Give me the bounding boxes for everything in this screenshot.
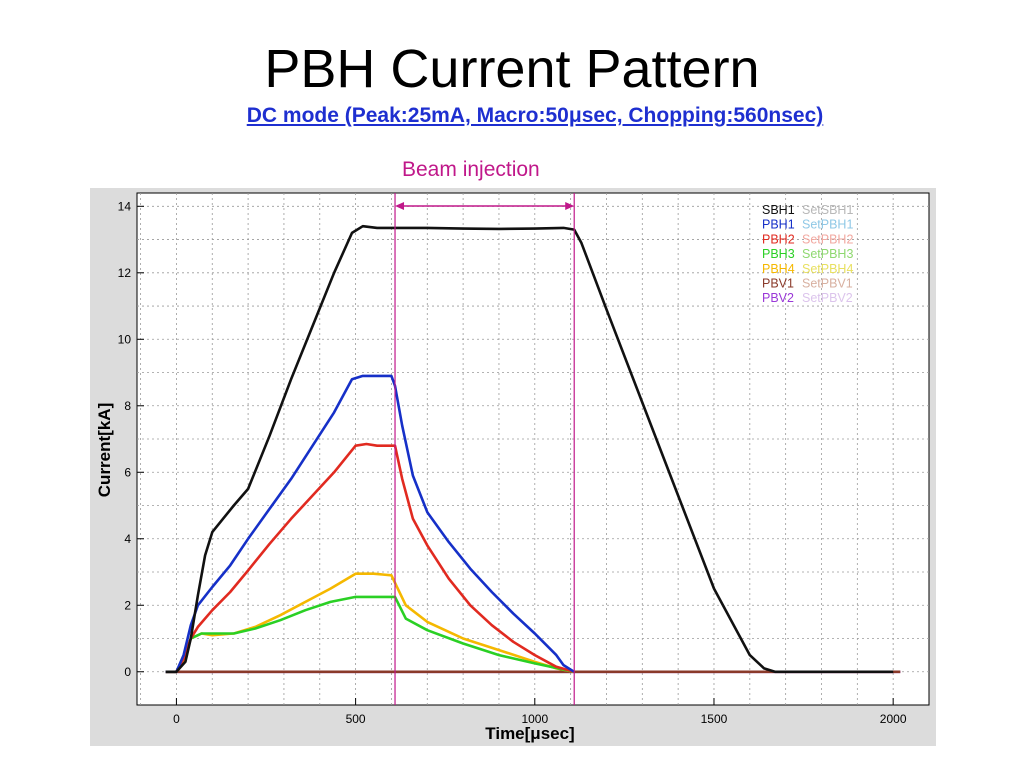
x-tick-label: 1000 [521, 712, 548, 726]
y-tick-label: 10 [118, 332, 132, 346]
page-subtitle[interactable]: DC mode (Peak:25mA, Macro:50μsec, Choppi… [246, 104, 824, 127]
y-axis-label: Current[kA] [95, 403, 114, 497]
legend-entry-set-pbh1: SetPBH1 [802, 218, 853, 232]
legend-entry-set-pbh2: SetPBH2 [802, 232, 853, 246]
beam-injection-markers [394, 193, 575, 705]
legend-entry-set-pbh3: SetPBH3 [802, 247, 853, 261]
y-tick-label: 2 [124, 598, 131, 612]
legend-entry-pbh3: PBH3 [762, 247, 795, 261]
series-line-pbh1 [165, 374, 575, 674]
y-tick-label: 4 [124, 532, 131, 546]
series-line-pbh2 [165, 442, 575, 674]
y-tick-label: 12 [118, 266, 132, 280]
page-title: PBH Current Pattern [264, 39, 760, 99]
legend-entry-pbh1: PBH1 [762, 218, 795, 232]
legend-entry-sbh1: SBH1 [762, 203, 795, 217]
y-tick-label: 0 [124, 665, 131, 679]
y-tick-label: 6 [124, 465, 131, 479]
grid-lines [137, 193, 929, 705]
x-tick-label: 2000 [880, 712, 907, 726]
legend-entry-pbv2: PBV2 [762, 291, 794, 305]
y-tick-label: 14 [118, 199, 132, 213]
beam-injection-arrowhead-right [565, 202, 575, 210]
x-tick-label: 1500 [701, 712, 728, 726]
legend-entry-set-pbh4: SetPBH4 [802, 262, 853, 276]
beam-injection-label: Beam injection [402, 158, 540, 181]
x-axis-label: Time[μsec] [485, 724, 574, 743]
y-tick-label: 8 [124, 399, 131, 413]
x-tick-label: 500 [346, 712, 366, 726]
legend-entry-set-pbv1: SetPBV1 [802, 277, 853, 291]
legend-entry-pbv1: PBV1 [762, 277, 794, 291]
legend-entry-set-sbh1: SetSBH1 [802, 203, 853, 217]
x-tick-label: 0 [173, 712, 180, 726]
legend-entry-pbh2: PBH2 [762, 232, 795, 246]
legend-entry-set-pbv2: SetPBV2 [802, 291, 853, 305]
beam-injection-arrowhead-left [395, 202, 405, 210]
legend: SBH1 SetSBH1 PBH1 SetPBH1 PBH2 SetPBH2 PBH3 Set… [762, 203, 853, 305]
legend-entry-pbh4: PBH4 [762, 262, 795, 276]
axis-ticks: 0 500 1000 1500 2000 0 2 4 6 8 10 12 14 [118, 199, 907, 726]
